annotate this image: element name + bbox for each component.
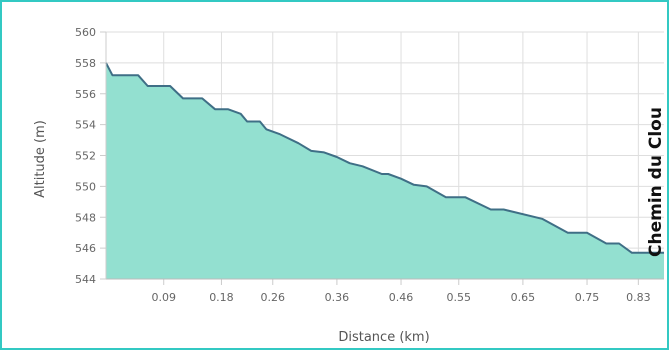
y-tick-label: 560 xyxy=(75,26,96,39)
road-name-label: Chemin du Clou xyxy=(646,107,666,257)
x-tick-label: 0.36 xyxy=(325,291,350,304)
y-tick-label: 544 xyxy=(75,273,96,286)
y-tick-label: 548 xyxy=(75,211,96,224)
y-tick-label: 546 xyxy=(75,242,96,255)
x-tick-label: 0.83 xyxy=(626,291,651,304)
x-tick-label: 0.65 xyxy=(511,291,536,304)
axes xyxy=(100,31,664,285)
y-tick-label: 558 xyxy=(75,57,96,70)
elevation-area xyxy=(106,62,664,280)
x-tick-label: 0.55 xyxy=(447,291,472,304)
x-tick-label: 0.26 xyxy=(261,291,286,304)
y-tick-label: 556 xyxy=(75,88,96,101)
x-tick-label: 0.09 xyxy=(151,291,176,304)
x-tick-label: 0.75 xyxy=(575,291,600,304)
y-tick-label: 552 xyxy=(75,150,96,163)
y-axis-title: Altitude (m) xyxy=(33,120,48,198)
x-axis-title: Distance (km) xyxy=(338,330,429,345)
tick-labels: 544 546 548 550 552 554 556 558 560 0.09 0.18 0.26 0… xyxy=(75,26,651,304)
area-layer xyxy=(105,62,664,280)
x-tick-label: 0.46 xyxy=(389,291,414,304)
y-tick-label: 550 xyxy=(75,180,96,193)
x-tick-label: 0.18 xyxy=(209,291,234,304)
y-tick-label: 554 xyxy=(75,119,96,132)
elevation-line xyxy=(105,62,664,254)
